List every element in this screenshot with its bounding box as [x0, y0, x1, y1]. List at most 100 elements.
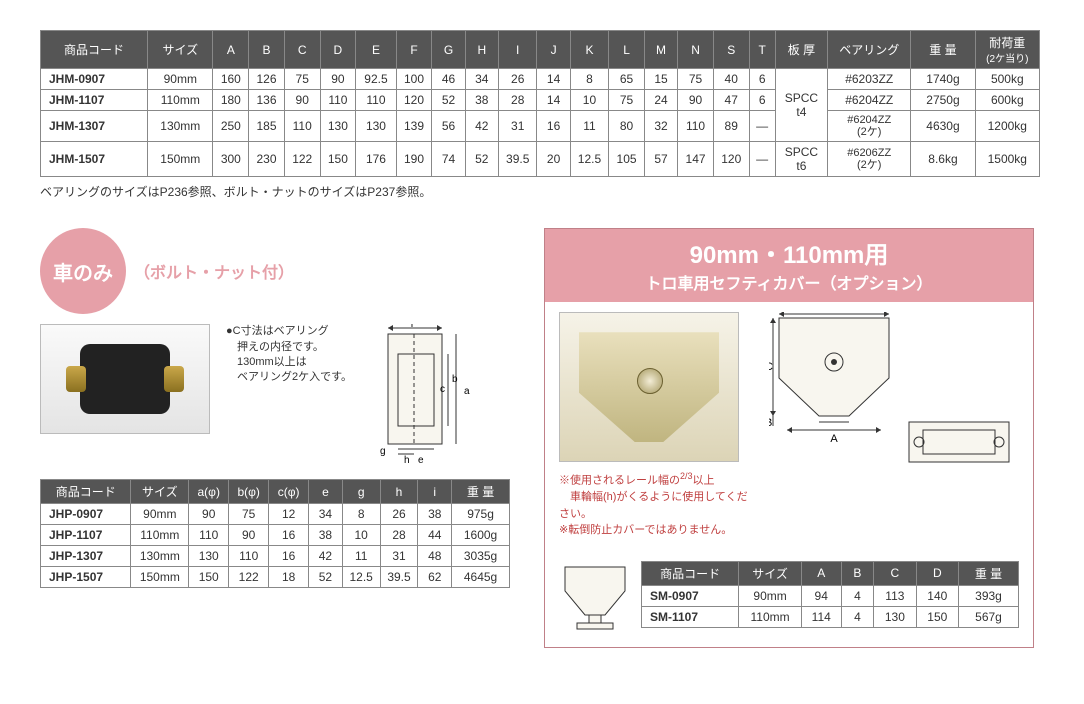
cell: 75 [284, 69, 320, 90]
cell: 110 [189, 525, 229, 546]
table-row: JHM-1307 130mm 250 185 110 130 130 139 5… [41, 111, 1040, 142]
cell: 110 [320, 90, 356, 111]
cell: 42 [309, 546, 343, 567]
cell: 14 [537, 90, 570, 111]
cell: 57 [644, 142, 677, 177]
cell: 1600g [452, 525, 510, 546]
cell: 130mm [131, 546, 189, 567]
cell: 567g [959, 606, 1019, 627]
table-row: SM-0907 90mm 94 4 113 140 393g [642, 585, 1019, 606]
cell: 150 [320, 142, 356, 177]
cell: 120 [396, 90, 432, 111]
cell: 12 [269, 504, 309, 525]
safety-title-1: 90mm・110mm用 [553, 235, 1025, 270]
cell: 89 [713, 111, 749, 142]
cell: 52 [309, 567, 343, 588]
cell: 92.5 [356, 69, 396, 90]
cell: 140 [916, 585, 958, 606]
warn-part: 以上 [693, 475, 715, 487]
cell: 14 [537, 69, 570, 90]
col: 商品コード [41, 480, 131, 504]
cell: 90 [320, 69, 356, 90]
cell: 113 [874, 585, 916, 606]
cell: 24 [644, 90, 677, 111]
cell: 15 [644, 69, 677, 90]
cell: 160 [213, 69, 249, 90]
cell: 46 [432, 69, 465, 90]
cell: 110mm [148, 90, 213, 111]
plate-cell-1: SPCC t4 [775, 69, 827, 142]
col-bearing: ベアリング [828, 31, 911, 69]
code-cell: JHM-1307 [41, 111, 148, 142]
cell: 250 [213, 111, 249, 142]
cell: 16 [537, 111, 570, 142]
sm-header-row: 商品コード サイズ A B C D 重 量 [642, 561, 1019, 585]
col: A [801, 561, 841, 585]
col-J: J [537, 31, 570, 69]
dimension-diagram: i a b c g h e [368, 324, 498, 467]
cell: 190 [396, 142, 432, 177]
usage-warning: ※使用されるレール幅の2/3以上 車輪幅(h)がくるように使用してください。 ※… [559, 470, 757, 539]
cell: 26 [380, 504, 418, 525]
diag-a: a [464, 386, 470, 397]
note-line: ●C寸法はベアリング [226, 324, 352, 339]
cell: 28 [498, 90, 536, 111]
cell: 110 [678, 111, 714, 142]
warn-part: ※転倒防止カバーではありません。 [559, 524, 732, 536]
col-K: K [570, 31, 608, 69]
table-row: JHP-1507 150mm 150 122 18 52 12.5 39.5 6… [41, 567, 510, 588]
diag-b: b [452, 374, 458, 385]
cell: 74 [432, 142, 465, 177]
cell: 1200kg [975, 111, 1039, 142]
cell: 90 [189, 504, 229, 525]
cover-photo [559, 312, 739, 462]
cell: 38 [465, 90, 498, 111]
col-E: E [356, 31, 396, 69]
bolt-nut-subtext: （ボルト・ナット付） [134, 259, 294, 283]
cell: 40 [713, 69, 749, 90]
cell: 11 [570, 111, 608, 142]
cell: 65 [609, 69, 645, 90]
col-D: D [320, 31, 356, 69]
col-load: 耐荷重 (2ケ当り) [975, 31, 1039, 69]
cell: 18 [269, 567, 309, 588]
cell: 32 [644, 111, 677, 142]
col-H: H [465, 31, 498, 69]
safety-cover-header: 90mm・110mm用 トロ車用セフティカバー（オプション） [545, 229, 1033, 302]
cell: 11 [342, 546, 380, 567]
diag-i: i [411, 324, 413, 330]
diag-A: A [830, 433, 838, 445]
cell: 20 [537, 142, 570, 177]
cell: 28 [380, 525, 418, 546]
table-row: JHM-1107 110mm 180 136 90 110 110 120 52… [41, 90, 1040, 111]
cell: 130 [320, 111, 356, 142]
col-L: L [609, 31, 645, 69]
col: B [841, 561, 873, 585]
cell: 120 [713, 142, 749, 177]
cell: 100 [396, 69, 432, 90]
cell: #6204ZZ (2ケ) [828, 111, 911, 142]
cell: 110 [284, 111, 320, 142]
cell: 185 [249, 111, 285, 142]
diag-h: h [404, 455, 410, 464]
cell: 75 [678, 69, 714, 90]
cell: 130 [356, 111, 396, 142]
wheel-only-badge: 車のみ [40, 228, 126, 314]
cell: 176 [356, 142, 396, 177]
col: サイズ [131, 480, 189, 504]
cell: 10 [342, 525, 380, 546]
cell: #6206ZZ (2ケ) [828, 142, 911, 177]
cell: 230 [249, 142, 285, 177]
cover-dimension-diagram: D C B A [769, 312, 1019, 472]
cell: 48 [418, 546, 452, 567]
cell: 300 [213, 142, 249, 177]
table-row: JHP-1307 130mm 130 110 16 42 11 31 48 30… [41, 546, 510, 567]
table-row: SM-1107 110mm 114 4 130 150 567g [642, 606, 1019, 627]
cell: 8 [342, 504, 380, 525]
cell: 6 [749, 90, 775, 111]
cell: 16 [269, 546, 309, 567]
cell: #6204ZZ [828, 90, 911, 111]
cell: 126 [249, 69, 285, 90]
col-S: S [713, 31, 749, 69]
table-row: JHP-1107 110mm 110 90 16 38 10 28 44 160… [41, 525, 510, 546]
